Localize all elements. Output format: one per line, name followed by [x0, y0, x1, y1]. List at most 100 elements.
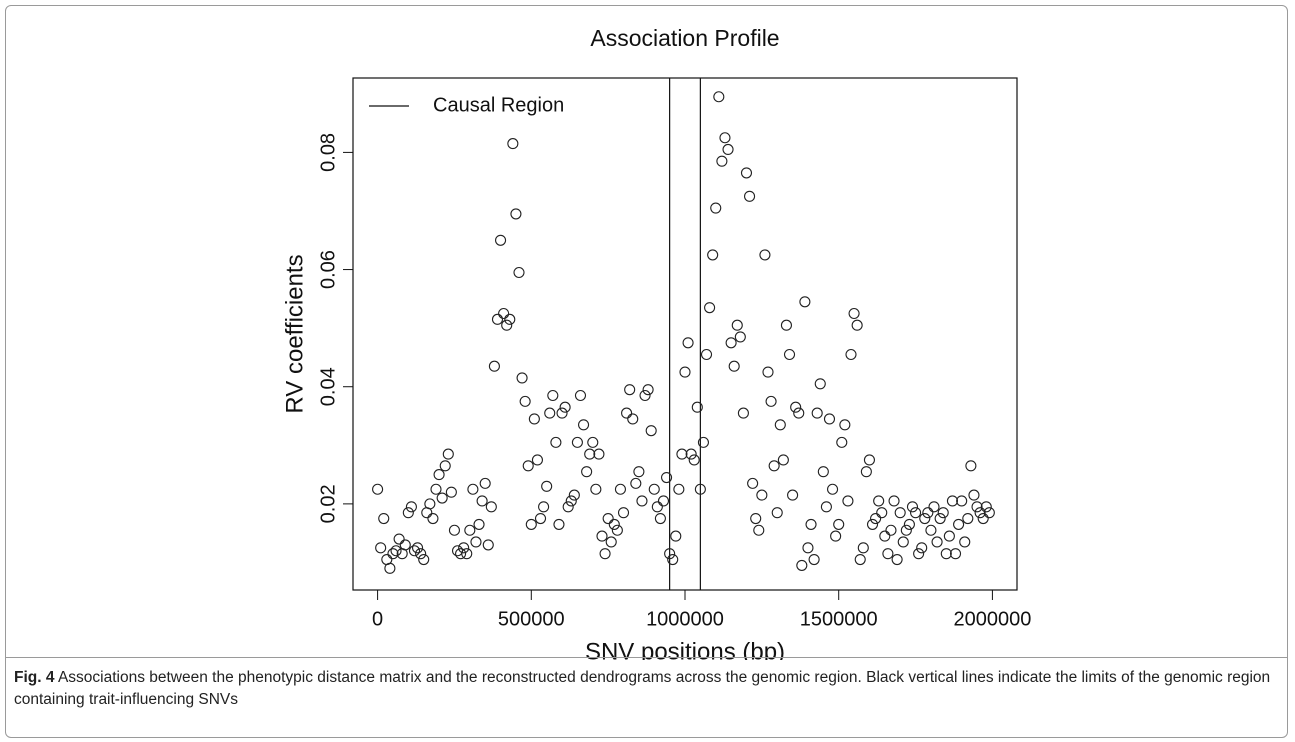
data-point [510, 208, 522, 220]
data-point [479, 477, 491, 489]
plot-box [352, 77, 1018, 591]
data-point [891, 553, 903, 566]
data-point [642, 384, 654, 396]
data-point [670, 530, 682, 542]
data-point [448, 524, 460, 536]
data-point [531, 454, 543, 466]
data-point [836, 436, 848, 448]
data-point [534, 512, 547, 525]
data-point [415, 548, 427, 560]
data-point [805, 518, 817, 530]
data-point [436, 492, 448, 504]
data-point [596, 530, 608, 542]
data-point [956, 495, 968, 507]
data-point [906, 501, 919, 513]
data-point [562, 501, 574, 513]
data-point [402, 507, 414, 519]
data-point [541, 480, 553, 492]
data-point [894, 507, 906, 519]
data-point [863, 454, 875, 466]
data-point [959, 536, 971, 548]
chart: Association Profile SNV positions (bp) R… [281, 25, 1031, 660]
data-point [571, 436, 583, 448]
data-point [811, 407, 823, 419]
data-point [488, 360, 500, 372]
data-point [787, 489, 799, 501]
data-point [866, 518, 879, 530]
data-point [983, 507, 995, 519]
data-point [694, 483, 706, 495]
data-point [953, 518, 965, 530]
data-point [424, 498, 436, 510]
data-point [691, 401, 703, 413]
data-point [848, 307, 860, 320]
data-point [673, 483, 685, 495]
data-point [916, 542, 928, 554]
data-point [627, 413, 639, 425]
data-point [645, 425, 657, 437]
data-point [682, 337, 694, 349]
data-point [934, 512, 946, 525]
data-point [651, 501, 663, 513]
data-point [716, 155, 728, 167]
caption-rule [5, 657, 1288, 658]
data-point [882, 548, 894, 560]
data-point [977, 512, 989, 525]
data-point [765, 395, 777, 407]
figure-frame [5, 5, 1288, 738]
data-point [780, 319, 792, 331]
data-point [375, 542, 387, 554]
data-point [664, 548, 676, 560]
data-point [427, 512, 439, 525]
data-point [685, 448, 697, 460]
data-point [759, 249, 771, 261]
data-point [676, 448, 688, 460]
data-point [740, 167, 753, 179]
data-point [504, 313, 516, 325]
data-point [713, 91, 725, 103]
data-point [823, 413, 836, 425]
y-axis-label: RV coefficients [281, 254, 308, 413]
data-point [870, 512, 882, 525]
caption: Fig. 4 Associations between the phenotyp… [14, 667, 1279, 711]
caption-label: Fig. 4 [14, 669, 55, 686]
data-point [910, 507, 922, 519]
data-point [817, 466, 829, 478]
data-point [491, 313, 504, 325]
data-point [913, 548, 925, 560]
data-point [700, 348, 713, 361]
data-point [430, 483, 442, 495]
data-point [602, 512, 614, 525]
data-point [621, 407, 633, 419]
data-point [538, 501, 550, 513]
data-point [842, 495, 854, 507]
data-point [442, 448, 454, 460]
data-point [387, 548, 399, 560]
data-point [731, 319, 743, 331]
data-point [897, 536, 909, 548]
data-point [568, 489, 580, 501]
data-point [799, 296, 811, 308]
x-tick-label: 0 [372, 608, 383, 630]
data-point [888, 495, 900, 507]
data-point [399, 539, 411, 551]
data-point [519, 395, 531, 407]
data-point [744, 190, 756, 202]
data-point [974, 507, 986, 519]
data-point [636, 495, 648, 507]
data-point [464, 524, 476, 536]
data-point [624, 384, 636, 396]
data-point [719, 132, 731, 144]
x-tick-label: 1500000 [800, 608, 878, 630]
data-point [507, 138, 519, 150]
data-point [408, 545, 421, 557]
data-point [808, 553, 820, 566]
data-point [774, 419, 786, 431]
data-point [633, 466, 645, 478]
data-point [418, 553, 430, 566]
data-point [688, 454, 700, 466]
data-point [482, 539, 494, 551]
data-point [654, 512, 666, 525]
data-point [550, 436, 562, 448]
